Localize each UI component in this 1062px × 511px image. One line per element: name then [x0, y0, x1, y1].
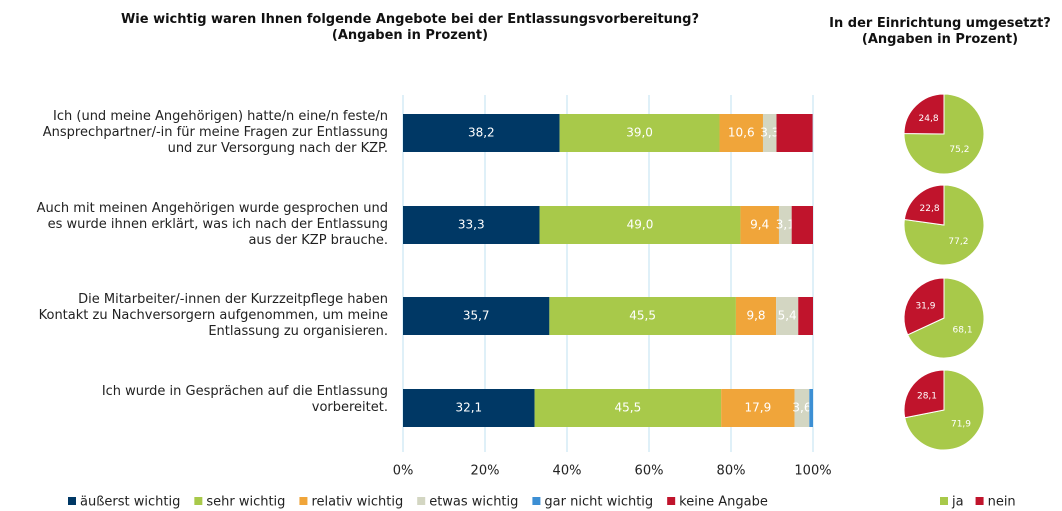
legend-swatch: [667, 497, 676, 505]
bar-segment: [762, 114, 777, 152]
bar-segment: [798, 297, 813, 335]
bar-segment: [776, 114, 813, 152]
category-label: Ich wurde in Gesprächen auf die Entlassu…: [101, 384, 388, 415]
bar-segment: [740, 206, 779, 244]
pie-slice: [907, 277, 985, 359]
data-label: 75,2: [949, 145, 969, 155]
bar-segment: [559, 114, 720, 152]
bar-segment: [549, 297, 736, 335]
legend-swatch: [417, 497, 426, 505]
x-tick-label: 40%: [553, 464, 582, 479]
bar-segment: [721, 389, 795, 427]
legend-swatch: [532, 497, 541, 505]
bar-segment: [534, 389, 722, 427]
data-label: 32,1: [455, 401, 482, 415]
bar-segment: [403, 297, 550, 335]
legend-swatch: [299, 497, 308, 505]
legend-swatch: [68, 497, 76, 505]
bar-segment: [735, 297, 777, 335]
bar-segment: [778, 206, 792, 244]
legend-label: sehr wichtig: [206, 495, 285, 510]
bar-segment: [719, 114, 763, 152]
pie-slice: [903, 369, 945, 419]
x-tick-label: 0%: [393, 464, 414, 479]
data-label: 9,8: [746, 309, 765, 323]
bar-segment: [791, 206, 813, 244]
data-label: 10,6: [728, 126, 755, 140]
category-label: Ich (und meine Angehörigen) hatte/n eine…: [42, 109, 388, 156]
data-label: 3,6: [792, 401, 811, 415]
data-label: 71,9: [951, 419, 971, 429]
pie-title: In der Einrichtung umgesetzt? (Angaben i…: [829, 16, 1051, 47]
data-label: 17,9: [744, 401, 771, 415]
pie-slice: [903, 93, 945, 135]
legend-label: ja: [951, 495, 964, 510]
bar-segment: [403, 389, 535, 427]
data-label: 45,5: [629, 309, 656, 323]
data-label: 5,4: [778, 309, 797, 323]
x-tick-label: 20%: [471, 464, 500, 479]
x-tick-label: 100%: [794, 464, 831, 479]
data-label: 3,3: [760, 126, 779, 140]
bar-segment: [776, 297, 799, 335]
pie-slice: [903, 184, 945, 226]
bar-segment: [403, 206, 540, 244]
legend-label: äußerst wichtig: [80, 495, 180, 510]
bar-segment: [809, 389, 813, 427]
x-tick-label: 80%: [717, 464, 746, 479]
data-label: 24,8: [919, 114, 939, 124]
bar-segment: [794, 389, 810, 427]
legend-label: relativ wichtig: [311, 495, 403, 510]
data-label: 77,2: [948, 237, 968, 247]
bar-segment: [539, 206, 741, 244]
data-label: 38,2: [468, 126, 495, 140]
category-label: Auch mit meinen Angehörigen wurde gespro…: [36, 201, 388, 248]
legend-label: keine Angabe: [679, 495, 768, 510]
pie-slice: [903, 277, 945, 336]
legend-swatch: [194, 497, 203, 505]
legend-label: gar nicht wichtig: [544, 495, 653, 510]
data-label: 45,5: [615, 401, 642, 415]
data-label: 39,0: [626, 126, 653, 140]
legend-swatch: [975, 497, 984, 505]
chart-title: Wie wichtig waren Ihnen folgende Angebot…: [120, 12, 700, 43]
legend-swatch: [940, 497, 948, 505]
data-label: 9,4: [750, 218, 769, 232]
bar-segment: [403, 114, 560, 152]
data-label: 35,7: [463, 309, 490, 323]
data-label: 3,1: [776, 218, 795, 232]
legend-label: nein: [988, 495, 1016, 510]
data-label: 31,9: [915, 302, 935, 312]
legend-label: etwas wichtig: [429, 495, 518, 510]
category-label: Die Mitarbeiter/-innen der Kurzzeitpfleg…: [38, 292, 388, 339]
data-label: 49,0: [627, 218, 654, 232]
x-tick-label: 60%: [635, 464, 664, 479]
data-label: 33,3: [458, 218, 485, 232]
data-label: 28,1: [917, 392, 937, 402]
data-label: 68,1: [953, 325, 973, 335]
data-label: 22,8: [920, 204, 940, 214]
